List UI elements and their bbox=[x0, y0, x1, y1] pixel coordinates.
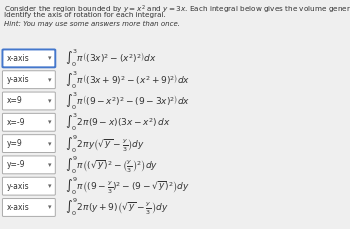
Text: $\int_0^3 \pi\left((9-x^2)^2 - (9-3x)^2\right)dx$: $\int_0^3 \pi\left((9-x^2)^2 - (9-3x)^2\… bbox=[65, 90, 190, 112]
Text: y=9: y=9 bbox=[6, 139, 22, 148]
Text: $\int_0^3 \pi\left((3x)^2 - (x^2)^2\right)dx$: $\int_0^3 \pi\left((3x)^2 - (x^2)^2\righ… bbox=[65, 47, 156, 69]
Text: ▾: ▾ bbox=[48, 98, 52, 104]
FancyBboxPatch shape bbox=[2, 135, 55, 153]
Text: ▾: ▾ bbox=[48, 119, 52, 125]
Text: Identify the axis of rotation for each integral.: Identify the axis of rotation for each i… bbox=[4, 12, 165, 18]
Text: y-axis: y-axis bbox=[6, 75, 29, 84]
FancyBboxPatch shape bbox=[2, 49, 55, 67]
Text: x=9: x=9 bbox=[6, 96, 22, 106]
Text: $\int_0^9 2\pi y\left(\sqrt{y} - \frac{y}{3}\right)dy$: $\int_0^9 2\pi y\left(\sqrt{y} - \frac{y… bbox=[65, 133, 145, 155]
Text: y-axis: y-axis bbox=[6, 182, 29, 191]
Text: Consider the region bounded by $y = x^2$ and $y = 3x$. Each integral below gives: Consider the region bounded by $y = x^2$… bbox=[4, 3, 350, 16]
Text: ▾: ▾ bbox=[48, 141, 52, 147]
FancyBboxPatch shape bbox=[2, 177, 55, 195]
Text: ▾: ▾ bbox=[48, 55, 52, 61]
FancyBboxPatch shape bbox=[2, 71, 55, 89]
FancyBboxPatch shape bbox=[2, 156, 55, 174]
Text: x=-9: x=-9 bbox=[6, 118, 25, 127]
FancyBboxPatch shape bbox=[2, 199, 55, 216]
Text: $\int_0^9 \pi\left((\sqrt{y})^2 - \left(\frac{y}{3}\right)^2\right)dy$: $\int_0^9 \pi\left((\sqrt{y})^2 - \left(… bbox=[65, 154, 158, 176]
Text: Hint: You may use some answers more than once.: Hint: You may use some answers more than… bbox=[4, 21, 180, 27]
Text: $\int_0^9 \pi\left((9-\frac{y}{3})^2 - (9-\sqrt{y})^2\right)dy$: $\int_0^9 \pi\left((9-\frac{y}{3})^2 - (… bbox=[65, 175, 190, 197]
Text: x-axis: x-axis bbox=[6, 54, 29, 63]
Text: $\int_0^3 2\pi(9-x)(3x - x^2)\,dx$: $\int_0^3 2\pi(9-x)(3x - x^2)\,dx$ bbox=[65, 111, 170, 133]
Text: y=-9: y=-9 bbox=[6, 160, 25, 169]
Text: ▾: ▾ bbox=[48, 162, 52, 168]
Text: $\int_0^3 \pi\left((3x+9)^2 - (x^2+9)^2\right)dx$: $\int_0^3 \pi\left((3x+9)^2 - (x^2+9)^2\… bbox=[65, 69, 190, 91]
Text: x-axis: x-axis bbox=[6, 203, 29, 212]
FancyBboxPatch shape bbox=[2, 92, 55, 110]
Text: ▾: ▾ bbox=[48, 204, 52, 210]
FancyBboxPatch shape bbox=[2, 113, 55, 131]
Text: ▾: ▾ bbox=[48, 183, 52, 189]
Text: ▾: ▾ bbox=[48, 77, 52, 83]
Text: $\int_0^9 2\pi(y+9)\left(\sqrt{y} - \frac{y}{3}\right)dy$: $\int_0^9 2\pi(y+9)\left(\sqrt{y} - \fra… bbox=[65, 196, 168, 218]
